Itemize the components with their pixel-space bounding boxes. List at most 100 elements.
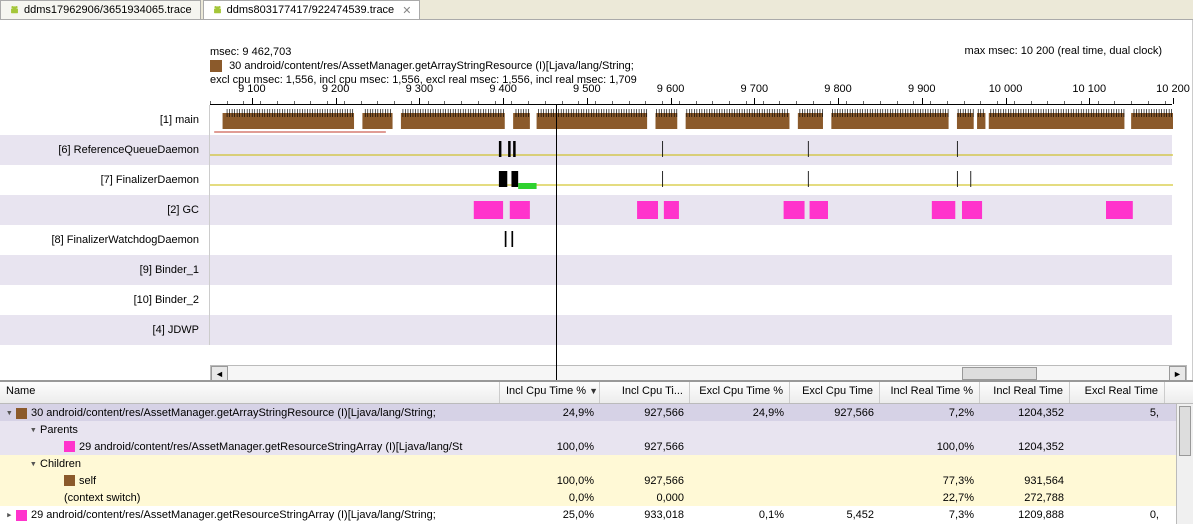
table-group-row[interactable]: ▾Children bbox=[0, 455, 1193, 472]
tab-trace-2[interactable]: ddms803177417/922474539.trace ✕ bbox=[203, 0, 421, 19]
cell-irpt bbox=[880, 463, 980, 465]
row-name: (context switch) bbox=[64, 492, 140, 504]
tree-toggle-icon[interactable]: ▾ bbox=[30, 423, 40, 436]
thread-track[interactable] bbox=[210, 135, 1172, 165]
cell-irpt: 100,0% bbox=[880, 440, 980, 454]
tree-toggle-icon[interactable]: ▸ bbox=[6, 508, 16, 521]
column-header-icpt[interactable]: Incl Cpu Time %▼ bbox=[500, 382, 600, 403]
cell-ert: 0, bbox=[1070, 508, 1165, 522]
cell-icpu: 0,000 bbox=[600, 491, 690, 505]
cell-irt: 1204,352 bbox=[980, 440, 1070, 454]
cell-icpu: 927,566 bbox=[600, 474, 690, 488]
cell-icpu bbox=[600, 463, 690, 465]
tab-trace-1[interactable]: ddms17962906/3651934065.trace bbox=[0, 0, 201, 19]
table-group-row[interactable]: ▾Parents bbox=[0, 421, 1193, 438]
scroll-left-arrow[interactable]: ◄ bbox=[211, 366, 228, 381]
time-ruler[interactable]: 9 1009 2009 3009 4009 5009 6009 7009 800… bbox=[210, 75, 1172, 105]
thread-track[interactable] bbox=[210, 105, 1172, 135]
thread-label: [4] JDWP bbox=[0, 315, 210, 345]
cell-irpt bbox=[880, 429, 980, 431]
ruler-label: 9 100 bbox=[238, 83, 266, 95]
thread-row[interactable]: [1] main bbox=[0, 105, 1172, 135]
cell-irt bbox=[980, 429, 1070, 431]
tab-label: ddms803177417/922474539.trace bbox=[227, 4, 395, 16]
cell-ecpt bbox=[690, 497, 790, 499]
cell-icpt: 25,0% bbox=[500, 508, 600, 522]
row-name: 29 android/content/res/AssetManager.getR… bbox=[79, 441, 462, 453]
thread-row[interactable]: [4] JDWP bbox=[0, 315, 1172, 345]
cell-irt: 1209,888 bbox=[980, 508, 1070, 522]
cell-icpt bbox=[500, 429, 600, 431]
ruler-label: 9 500 bbox=[573, 83, 601, 95]
cell-ert bbox=[1070, 429, 1165, 431]
thread-row[interactable]: [2] GC bbox=[0, 195, 1172, 225]
method-swatch bbox=[16, 510, 27, 521]
cell-ecpu bbox=[790, 463, 880, 465]
row-name: Children bbox=[40, 458, 81, 470]
ruler-label: 9 600 bbox=[657, 83, 685, 95]
cell-ert: 5, bbox=[1070, 406, 1165, 420]
cell-irt: 272,788 bbox=[980, 491, 1070, 505]
vertical-scrollbar[interactable] bbox=[1176, 404, 1193, 524]
thread-track[interactable] bbox=[210, 195, 1172, 225]
column-header-icpu[interactable]: Incl Cpu Ti... bbox=[600, 382, 690, 403]
cell-icpt: 0,0% bbox=[500, 491, 600, 505]
method-swatch bbox=[210, 60, 222, 72]
method-name: 30 android/content/res/AssetManager.getA… bbox=[229, 60, 634, 72]
msec-label: msec: bbox=[210, 46, 239, 58]
cell-icpu bbox=[600, 429, 690, 431]
thread-label: [1] main bbox=[0, 105, 210, 135]
thread-label: [10] Binder_2 bbox=[0, 285, 210, 315]
scroll-thumb[interactable] bbox=[962, 367, 1037, 380]
tree-toggle-icon[interactable]: ▾ bbox=[30, 457, 40, 470]
column-header-ert[interactable]: Excl Real Time bbox=[1070, 382, 1165, 403]
close-icon[interactable]: ✕ bbox=[402, 4, 411, 17]
vscroll-thumb[interactable] bbox=[1179, 406, 1191, 456]
thread-row[interactable]: [6] ReferenceQueueDaemon bbox=[0, 135, 1172, 165]
thread-track[interactable] bbox=[210, 285, 1172, 315]
cell-ecpu bbox=[790, 446, 880, 448]
row-name: self bbox=[79, 475, 96, 487]
cell-irpt: 77,3% bbox=[880, 474, 980, 488]
column-header-irpt[interactable]: Incl Real Time % bbox=[880, 382, 980, 403]
scroll-track[interactable] bbox=[228, 366, 1169, 381]
cell-ecpt: 24,9% bbox=[690, 406, 790, 420]
ruler-label: 9 400 bbox=[489, 83, 517, 95]
ruler-label: 9 800 bbox=[824, 83, 852, 95]
thread-track[interactable] bbox=[210, 165, 1172, 195]
table-row[interactable]: ▸29 android/content/res/AssetManager.get… bbox=[0, 506, 1193, 523]
cell-ert bbox=[1070, 480, 1165, 482]
ruler-label: 10 100 bbox=[1072, 83, 1106, 95]
scroll-right-arrow[interactable]: ► bbox=[1169, 366, 1186, 381]
thread-row[interactable]: [8] FinalizerWatchdogDaemon bbox=[0, 225, 1172, 255]
thread-track[interactable] bbox=[210, 255, 1172, 285]
cell-icpt: 100,0% bbox=[500, 440, 600, 454]
column-header-irt[interactable]: Incl Real Time bbox=[980, 382, 1070, 403]
thread-row[interactable]: [7] FinalizerDaemon bbox=[0, 165, 1172, 195]
method-swatch bbox=[16, 408, 27, 419]
cell-irpt: 7,2% bbox=[880, 406, 980, 420]
table-row[interactable]: 29 android/content/res/AssetManager.getR… bbox=[0, 438, 1193, 455]
timeline-panel: msec: 9 462,703 30 android/content/res/A… bbox=[0, 20, 1193, 380]
cell-icpt bbox=[500, 463, 600, 465]
table-row[interactable]: self100,0%927,56677,3%931,564 bbox=[0, 472, 1193, 489]
thread-track[interactable] bbox=[210, 315, 1172, 345]
row-name: 30 android/content/res/AssetManager.getA… bbox=[31, 407, 436, 419]
thread-label: [2] GC bbox=[0, 195, 210, 225]
table-row[interactable]: ▾ 30 android/content/res/AssetManager.get… bbox=[0, 404, 1193, 421]
column-header-ecpt[interactable]: Excl Cpu Time % bbox=[690, 382, 790, 403]
thread-label: [8] FinalizerWatchdogDaemon bbox=[0, 225, 210, 255]
thread-track[interactable] bbox=[210, 225, 1172, 255]
thread-label: [7] FinalizerDaemon bbox=[0, 165, 210, 195]
column-header-name[interactable]: Name bbox=[0, 382, 500, 403]
cell-irt bbox=[980, 463, 1070, 465]
tree-toggle-icon[interactable]: ▾ bbox=[6, 406, 16, 419]
cell-ecpt bbox=[690, 463, 790, 465]
thread-row[interactable]: [9] Binder_1 bbox=[0, 255, 1172, 285]
table-row[interactable]: (context switch)0,0%0,00022,7%272,788 bbox=[0, 489, 1193, 506]
cell-ecpt: 0,1% bbox=[690, 508, 790, 522]
table-header: NameIncl Cpu Time %▼Incl Cpu Ti...Excl C… bbox=[0, 382, 1193, 404]
thread-row[interactable]: [10] Binder_2 bbox=[0, 285, 1172, 315]
column-header-ecpu[interactable]: Excl Cpu Time bbox=[790, 382, 880, 403]
method-table: NameIncl Cpu Time %▼Incl Cpu Ti...Excl C… bbox=[0, 380, 1193, 524]
